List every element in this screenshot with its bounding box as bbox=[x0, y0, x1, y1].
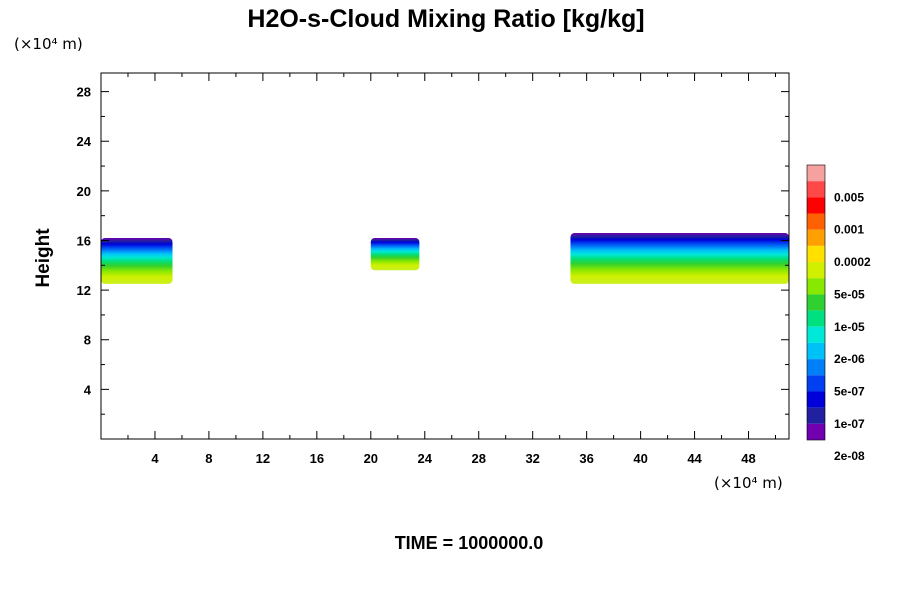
colorbar-label: 0.001 bbox=[834, 223, 864, 237]
y-tick-label: 4 bbox=[84, 382, 92, 397]
y-unit-label: (×10⁴ m) bbox=[14, 35, 83, 53]
x-tick-label: 4 bbox=[151, 451, 159, 466]
x-tick-label: 36 bbox=[579, 451, 593, 466]
y-tick-label: 28 bbox=[77, 85, 91, 100]
colorbar-swatch bbox=[807, 359, 825, 376]
x-tick-label: 32 bbox=[525, 451, 539, 466]
x-tick-label: 28 bbox=[471, 451, 485, 466]
colorbar-swatch bbox=[807, 181, 825, 198]
colorbar-swatch bbox=[807, 229, 825, 246]
colorbar: 0.005 0.001 0.0002 5e-05 1e-05 2e-06 5e-07 1e-0… bbox=[806, 164, 871, 463]
colorbar-label: 1e-05 bbox=[834, 320, 865, 334]
colorbar-swatch bbox=[807, 197, 825, 214]
y-tick-label: 12 bbox=[77, 283, 91, 298]
colorbar-swatch bbox=[807, 310, 825, 327]
x-tick-label: 16 bbox=[310, 451, 324, 466]
x-axis: 4 8 12 16 20 24 28 32 36 40 44 48 bbox=[127, 73, 777, 466]
colorbar-swatch bbox=[807, 213, 825, 230]
y-axis: 4 8 12 16 20 24 28 bbox=[77, 85, 789, 415]
colorbar-swatch bbox=[807, 423, 825, 440]
colorbar-swatch bbox=[807, 326, 825, 343]
x-unit-label: (×10⁴ m) bbox=[714, 474, 783, 492]
colorbar-swatch bbox=[807, 294, 825, 311]
colorbar-swatch bbox=[807, 245, 825, 263]
cloud-regions bbox=[101, 233, 789, 284]
y-tick-label: 20 bbox=[77, 184, 91, 199]
colorbar-swatch bbox=[807, 262, 825, 279]
cloud-region-middle bbox=[370, 238, 420, 271]
x-tick-label: 8 bbox=[205, 451, 212, 466]
colorbar-swatch bbox=[807, 391, 825, 408]
x-tick-label: 44 bbox=[687, 451, 702, 466]
colorbar-swatch bbox=[807, 342, 825, 360]
colorbar-label: 2e-06 bbox=[834, 352, 865, 366]
colorbar-frame bbox=[806, 164, 826, 441]
x-tick-label: 48 bbox=[741, 451, 755, 466]
colorbar-label: 0.0002 bbox=[834, 255, 871, 269]
y-axis-label: Height bbox=[33, 228, 54, 288]
chart-title: H2O-s-Cloud Mixing Ratio [kg/kg] bbox=[247, 5, 644, 33]
cloud-region-west bbox=[101, 238, 173, 284]
plot-frame bbox=[100, 72, 790, 440]
y-tick-label: 8 bbox=[84, 333, 91, 348]
x-tick-label: 12 bbox=[256, 451, 270, 466]
cloud-region-east bbox=[570, 233, 789, 284]
colorbar-label: 2e-08 bbox=[834, 449, 865, 463]
colorbar-label: 0.005 bbox=[834, 190, 864, 204]
time-label: TIME = 1000000.0 bbox=[395, 533, 544, 553]
x-tick-label: 40 bbox=[633, 451, 647, 466]
colorbar-swatch bbox=[807, 375, 825, 392]
colorbar-swatch bbox=[807, 165, 825, 182]
colorbar-label: 5e-07 bbox=[834, 384, 865, 398]
y-tick-label: 24 bbox=[77, 134, 92, 149]
x-tick-label: 20 bbox=[364, 451, 378, 466]
colorbar-swatch bbox=[807, 278, 825, 295]
colorbar-swatch bbox=[807, 407, 825, 424]
colorbar-label: 5e-05 bbox=[834, 287, 865, 301]
x-tick-label: 24 bbox=[418, 451, 433, 466]
y-tick-label: 16 bbox=[77, 233, 91, 248]
colorbar-label: 1e-07 bbox=[834, 417, 865, 431]
